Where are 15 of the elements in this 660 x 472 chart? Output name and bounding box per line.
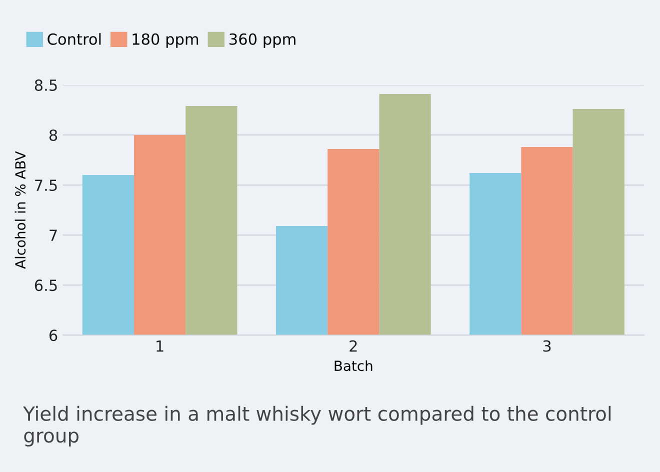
y-tick-label: 6 [49,330,58,342]
x-tick-label: 1 [156,340,164,352]
text: Yield increase in a malt whisky wort compared to the control group [23,406,611,447]
y-tick-label: 6.5 [34,280,57,292]
x-tick-label: 3 [543,340,551,352]
x-axis-title: Batch [334,360,372,372]
legend-label: 180 ppm [132,33,198,48]
y-tick-label: 8 [49,129,58,142]
y-tick-label: 7.5 [35,180,57,192]
legend-label: 360 ppm [230,33,296,48]
y-axis-title: Alcohol in % ABV [14,151,26,269]
y-tick-label: 7 [50,230,57,241]
y-tick-label: 8.5 [34,79,57,91]
legend-label: Control [48,33,101,45]
x-tick-label: 2 [350,340,357,352]
